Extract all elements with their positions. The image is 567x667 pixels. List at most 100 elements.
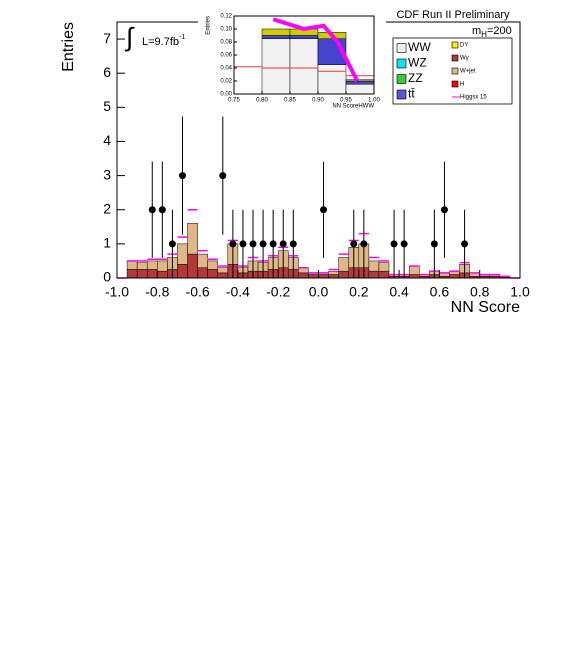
mass-label-value: =200 <box>487 25 512 37</box>
legend-swatch <box>451 41 459 49</box>
histogram-bar <box>177 243 188 265</box>
histogram-bar <box>197 267 208 279</box>
data-point <box>279 240 287 248</box>
luminosity-exponent: -1 <box>179 34 185 41</box>
histogram-bar <box>261 28 291 36</box>
histogram-bar <box>217 272 229 279</box>
histogram-bar <box>261 35 291 39</box>
data-point <box>219 172 227 180</box>
data-point <box>259 240 267 248</box>
y-axis-label: Entries <box>206 16 212 35</box>
data-point <box>400 240 408 248</box>
mass-label: mH=200 <box>472 25 512 39</box>
x-tick-label: 0.75 <box>228 98 240 104</box>
x-tick-label: 1.0 <box>510 284 530 300</box>
histogram-bar <box>217 267 229 274</box>
data-point <box>390 240 398 248</box>
legend-label: W+jet <box>460 69 476 75</box>
x-tick-label: 0.95 <box>340 98 352 104</box>
legend-label: Wγ <box>460 56 469 62</box>
histogram-bar <box>157 260 168 272</box>
y-tick-label: 7 <box>103 30 111 46</box>
histogram-bar <box>157 270 168 279</box>
legend-swatch <box>396 43 407 53</box>
histogram-bar <box>345 84 375 95</box>
data-point <box>350 240 358 248</box>
histogram-bar <box>146 269 158 279</box>
y-axis-label: Entries <box>60 22 77 72</box>
legend-label: DY <box>460 43 468 49</box>
x-tick-label: 0.2 <box>349 284 369 300</box>
x-tick-label: 0.4 <box>389 284 409 300</box>
y-tick-label: 0.12 <box>220 14 232 20</box>
data-point <box>289 240 297 248</box>
data-point <box>239 240 247 248</box>
x-axis-label: NN Score <box>451 299 520 316</box>
legend-swatch <box>396 74 407 84</box>
y-tick-label: 3 <box>103 166 111 182</box>
y-tick-label: 0.08 <box>220 40 232 46</box>
histogram-bar <box>136 262 148 270</box>
histogram-bar <box>317 64 347 95</box>
histogram-bar <box>308 274 319 279</box>
histogram-bar <box>207 260 219 270</box>
legend-label: H <box>460 82 464 88</box>
legend-label: WZ <box>408 56 427 70</box>
mass-label-subscript: H <box>481 30 487 39</box>
legend-swatch <box>396 58 407 69</box>
legend-label: tt̄ <box>408 87 415 101</box>
histogram-bar <box>378 270 390 279</box>
legend-label: ZZ <box>408 71 423 85</box>
y-tick-label: 0 <box>103 269 111 285</box>
y-tick-label: 4 <box>103 132 111 148</box>
histogram-bar <box>338 270 349 279</box>
histogram-bar <box>408 274 420 279</box>
chart-title: CDF Run II Preliminary <box>396 9 510 21</box>
x-tick-label: 0.90 <box>312 98 324 104</box>
histogram-bar <box>298 272 309 279</box>
x-tick-label: -0.4 <box>226 284 250 300</box>
histogram-bar <box>298 267 309 274</box>
x-tick-label: -0.6 <box>186 284 210 300</box>
data-point <box>229 240 237 248</box>
histogram-bar <box>378 262 390 272</box>
histogram-bar <box>318 274 329 279</box>
mass-label-symbol: m <box>472 25 481 37</box>
y-tick-label: 0.06 <box>220 53 232 59</box>
histogram-bar <box>289 38 319 95</box>
histogram-bar <box>207 269 219 279</box>
histogram-bar <box>136 269 148 279</box>
x-tick-label: 0.0 <box>309 284 329 300</box>
histogram-bar <box>187 253 198 279</box>
y-tick-label: 0.02 <box>220 79 232 85</box>
histogram-bar <box>261 38 291 95</box>
y-tick-label: 0.10 <box>220 27 232 33</box>
x-tick-label: 0.80 <box>256 98 268 104</box>
y-tick-label: 0.00 <box>220 92 232 98</box>
data-point <box>461 240 469 248</box>
histogram-bar <box>289 35 319 39</box>
title-box <box>388 7 518 23</box>
histogram-bar <box>368 270 380 279</box>
legend-swatch <box>451 54 459 62</box>
integral-sign: ∫ <box>124 22 135 52</box>
data-point <box>158 206 166 214</box>
y-tick-label: 2 <box>103 200 111 216</box>
histogram-bar <box>449 274 460 279</box>
histogram-bar <box>408 265 420 275</box>
data-trace <box>272 17 359 82</box>
y-tick-label: 0.04 <box>220 66 232 72</box>
data-point <box>168 240 176 248</box>
legend-label: WW <box>408 40 431 54</box>
histogram-bar <box>368 260 380 272</box>
x-tick-label: -1.0 <box>105 284 129 300</box>
y-tick-label: 1 <box>103 235 111 251</box>
data-point <box>440 206 448 214</box>
histogram-bar <box>197 253 208 269</box>
x-tick-label: 0.6 <box>430 284 450 300</box>
histogram-bar <box>345 79 375 82</box>
histogram-bar <box>177 264 188 279</box>
x-tick-label: -0.2 <box>266 284 290 300</box>
